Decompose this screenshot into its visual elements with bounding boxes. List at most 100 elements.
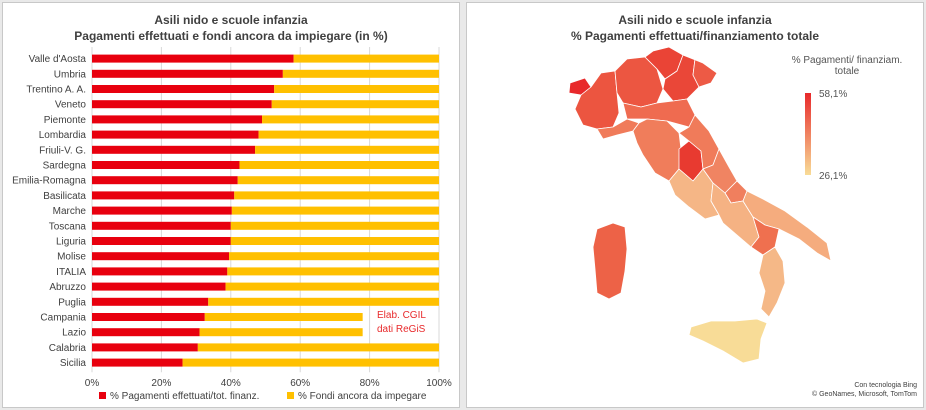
category-label: Basilicata bbox=[43, 191, 86, 202]
bar-payments bbox=[92, 176, 238, 185]
bar-funds bbox=[182, 358, 439, 367]
category-label: Lombardia bbox=[39, 130, 87, 141]
bar-funds bbox=[271, 100, 439, 109]
category-label: Lazio bbox=[62, 328, 86, 339]
bar-funds bbox=[274, 85, 439, 93]
category-label: Toscana bbox=[49, 221, 87, 232]
map-credit-line-2: © GeoNames, Microsoft, TomTom bbox=[812, 391, 917, 398]
bar-payments bbox=[92, 282, 226, 291]
bar-payments bbox=[92, 252, 230, 261]
map-legend-title: % Pagamenti/ finanziam. totale bbox=[767, 55, 926, 77]
map-color-scale bbox=[805, 93, 811, 175]
bar-payments bbox=[92, 130, 259, 139]
region-toscana bbox=[632, 118, 682, 182]
x-tick-label: 0% bbox=[85, 378, 100, 389]
category-label: Umbria bbox=[54, 69, 87, 80]
legend-item-funds: % Fondi ancora da impegare bbox=[287, 391, 426, 402]
category-label: Sicilia bbox=[60, 358, 87, 369]
bar-funds bbox=[282, 69, 439, 78]
region-sicilia bbox=[688, 318, 768, 364]
bar-payments bbox=[92, 100, 272, 109]
bar-funds bbox=[230, 237, 439, 245]
category-label: Sardegna bbox=[43, 161, 87, 172]
bar-chart: 0% 20% 40% 60% 80% 100% Valle d'Aosta Umbria Tre… bbox=[12, 47, 452, 389]
x-tick-label: 60% bbox=[290, 378, 310, 389]
bar-funds bbox=[230, 221, 439, 230]
category-label: Marche bbox=[53, 206, 87, 217]
map-legend-min: 26,1% bbox=[819, 171, 848, 182]
category-label: Emilia-Romagna bbox=[12, 176, 86, 187]
legend-label-payments: % Pagamenti effettuati/tot. finanz. bbox=[110, 391, 260, 402]
map-panel: Asili nido e scuole infanzia % Pagamenti… bbox=[466, 2, 924, 408]
map-credit-line-1: Con tecnologia Bing bbox=[854, 382, 917, 389]
category-label: Campania bbox=[40, 313, 86, 324]
bar-funds bbox=[225, 282, 439, 291]
bar-funds bbox=[255, 145, 439, 154]
bar-payments bbox=[92, 69, 283, 78]
legend-item-payments: % Pagamenti effettuati/tot. finanz. bbox=[99, 391, 259, 402]
bar-payments bbox=[92, 328, 200, 337]
category-label: Calabria bbox=[49, 343, 87, 354]
bar-funds bbox=[234, 191, 439, 200]
bar-payments bbox=[92, 206, 232, 215]
category-label: Trentino A. A. bbox=[26, 85, 86, 96]
italy-map bbox=[568, 46, 832, 364]
map-subtitle: % Pagamenti effettuati/finanziamento tot… bbox=[570, 29, 820, 43]
bar-payments bbox=[92, 267, 228, 276]
chart-subtitle: Pagamenti effettuati e fondi ancora da i… bbox=[74, 29, 388, 43]
bar-payments bbox=[92, 313, 205, 321]
bar-funds bbox=[239, 161, 439, 169]
region-sardegna bbox=[592, 222, 628, 300]
legend-swatch-red bbox=[99, 392, 106, 399]
category-label: Valle d'Aosta bbox=[29, 54, 87, 65]
bar-funds bbox=[231, 206, 439, 215]
bar-payments bbox=[92, 54, 294, 63]
bar-payments bbox=[92, 237, 231, 245]
map-legend-title-line-2: totale bbox=[834, 66, 860, 77]
bar-payments bbox=[92, 191, 235, 200]
map-title: Asili nido e scuole infanzia bbox=[618, 13, 772, 27]
bar-payments bbox=[92, 85, 275, 93]
bar-funds bbox=[197, 343, 439, 352]
bar-funds bbox=[293, 54, 439, 63]
x-tick-label: 100% bbox=[426, 378, 452, 389]
legend-label-funds: % Fondi ancora da impegare bbox=[298, 391, 427, 402]
chart-annotation: Elab. CGIL dati ReGiS bbox=[377, 309, 426, 337]
map-credit: Con tecnologia Bing © GeoNames, Microsof… bbox=[812, 381, 917, 399]
x-tick-label: 40% bbox=[221, 378, 241, 389]
bar-payments bbox=[92, 161, 240, 169]
bar-chart-panel: Asili nido e scuole infanzia Pagamenti e… bbox=[2, 2, 460, 408]
bar-funds bbox=[258, 130, 439, 139]
legend-swatch-yellow bbox=[287, 392, 294, 399]
annotation-line-1: Elab. CGIL bbox=[377, 310, 426, 321]
bar-payments bbox=[92, 297, 209, 306]
annotation-line-2: dati ReGiS bbox=[377, 324, 426, 335]
region-lombardia bbox=[614, 56, 664, 108]
bar-funds bbox=[227, 267, 439, 276]
region-piemonte bbox=[574, 70, 620, 130]
category-label: Liguria bbox=[56, 237, 86, 248]
category-label: Friuli-V. G. bbox=[39, 145, 86, 156]
bar-funds bbox=[204, 313, 363, 321]
bar-payments bbox=[92, 145, 256, 154]
chart-title: Asili nido e scuole infanzia bbox=[154, 13, 308, 27]
bar-funds bbox=[262, 115, 439, 124]
category-label: Molise bbox=[57, 252, 86, 263]
bar-funds bbox=[199, 328, 363, 337]
category-label: Piemonte bbox=[44, 115, 87, 126]
bar-funds bbox=[208, 297, 439, 306]
bar-payments bbox=[92, 221, 231, 230]
x-tick-label: 80% bbox=[360, 378, 380, 389]
bar-payments bbox=[92, 343, 198, 352]
map-legend-title-line-1: % Pagamenti/ finanziam. bbox=[791, 55, 903, 66]
bar-funds bbox=[229, 252, 439, 261]
region-friuli bbox=[682, 54, 718, 88]
bar-payments bbox=[92, 358, 183, 367]
category-label: Veneto bbox=[55, 100, 87, 111]
category-label: Puglia bbox=[58, 297, 86, 308]
category-label: Abruzzo bbox=[49, 282, 86, 293]
category-label: ITALIA bbox=[56, 267, 86, 278]
bar-funds bbox=[237, 176, 439, 185]
map-legend-max: 58,1% bbox=[819, 89, 848, 100]
bar-payments bbox=[92, 115, 263, 124]
